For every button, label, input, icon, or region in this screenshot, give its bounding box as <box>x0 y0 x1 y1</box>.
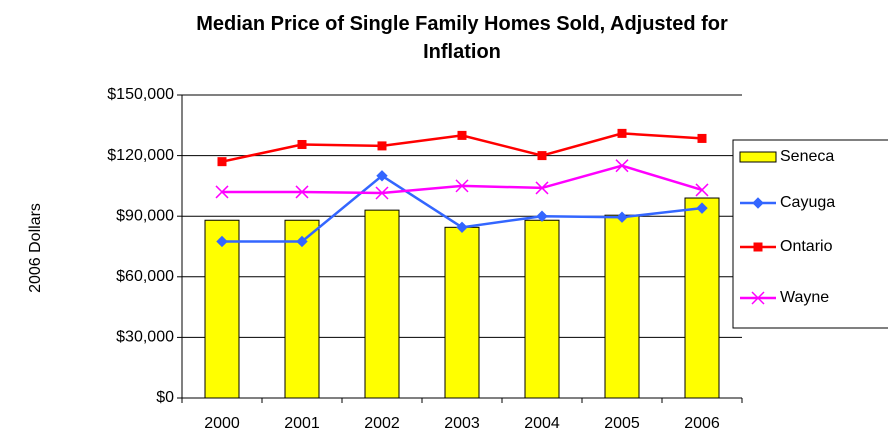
bar <box>204 219 240 399</box>
point-marker <box>215 185 229 199</box>
point-marker <box>537 151 547 161</box>
legend: Seneca Cayuga Ontario Wayne <box>732 139 888 329</box>
legend-marker <box>752 197 764 209</box>
legend-label: Wayne <box>780 289 829 306</box>
point-marker <box>217 157 227 167</box>
series-line <box>222 164 703 195</box>
y-tick-label: $0 <box>156 389 174 406</box>
y-tick-label: $60,000 <box>116 268 174 285</box>
point-marker <box>297 139 307 149</box>
y-axis-label: 2006 Dollars <box>27 203 44 293</box>
y-tick-label: $90,000 <box>116 207 174 224</box>
x-tick-label: 2004 <box>524 415 560 432</box>
point-marker <box>457 130 467 140</box>
legend-label: Ontario <box>780 238 833 255</box>
legend-marker <box>753 242 763 252</box>
y-tick-label: $120,000 <box>107 147 174 164</box>
point-marker <box>375 186 389 200</box>
chart-title: Median Price of Single Family Homes Sold… <box>196 13 728 63</box>
point-marker <box>296 235 308 248</box>
legend-marker <box>751 291 765 305</box>
y-tick-label: $30,000 <box>116 329 174 346</box>
bar <box>684 197 720 399</box>
point-marker <box>377 141 387 151</box>
point-marker <box>456 221 468 234</box>
bar <box>284 219 320 399</box>
x-tick-label: 2001 <box>284 415 320 432</box>
point-marker <box>696 202 708 214</box>
x-tick-label: 2005 <box>604 415 640 432</box>
legend-label: Cayuga <box>780 194 835 211</box>
point-marker <box>615 159 629 173</box>
point-marker <box>616 211 628 223</box>
x-tick-label: 2000 <box>204 415 240 432</box>
point-marker <box>216 235 228 248</box>
legend-label: Seneca <box>780 148 834 165</box>
x-tick-label: 2006 <box>684 415 720 432</box>
y-tick-label: $150,000 <box>107 86 174 103</box>
bar <box>604 214 640 399</box>
point-marker <box>536 210 548 222</box>
point-marker <box>617 128 627 138</box>
bar <box>364 209 400 399</box>
bar <box>444 226 480 399</box>
bar <box>524 219 560 399</box>
point-marker <box>376 170 388 182</box>
legend-swatch <box>739 151 777 163</box>
point-marker <box>535 181 549 195</box>
point-marker <box>455 179 469 193</box>
point-marker <box>695 183 709 197</box>
point-marker <box>697 133 707 143</box>
x-tick-label: 2002 <box>364 415 400 432</box>
point-marker <box>295 185 309 199</box>
x-tick-label: 2003 <box>444 415 480 432</box>
